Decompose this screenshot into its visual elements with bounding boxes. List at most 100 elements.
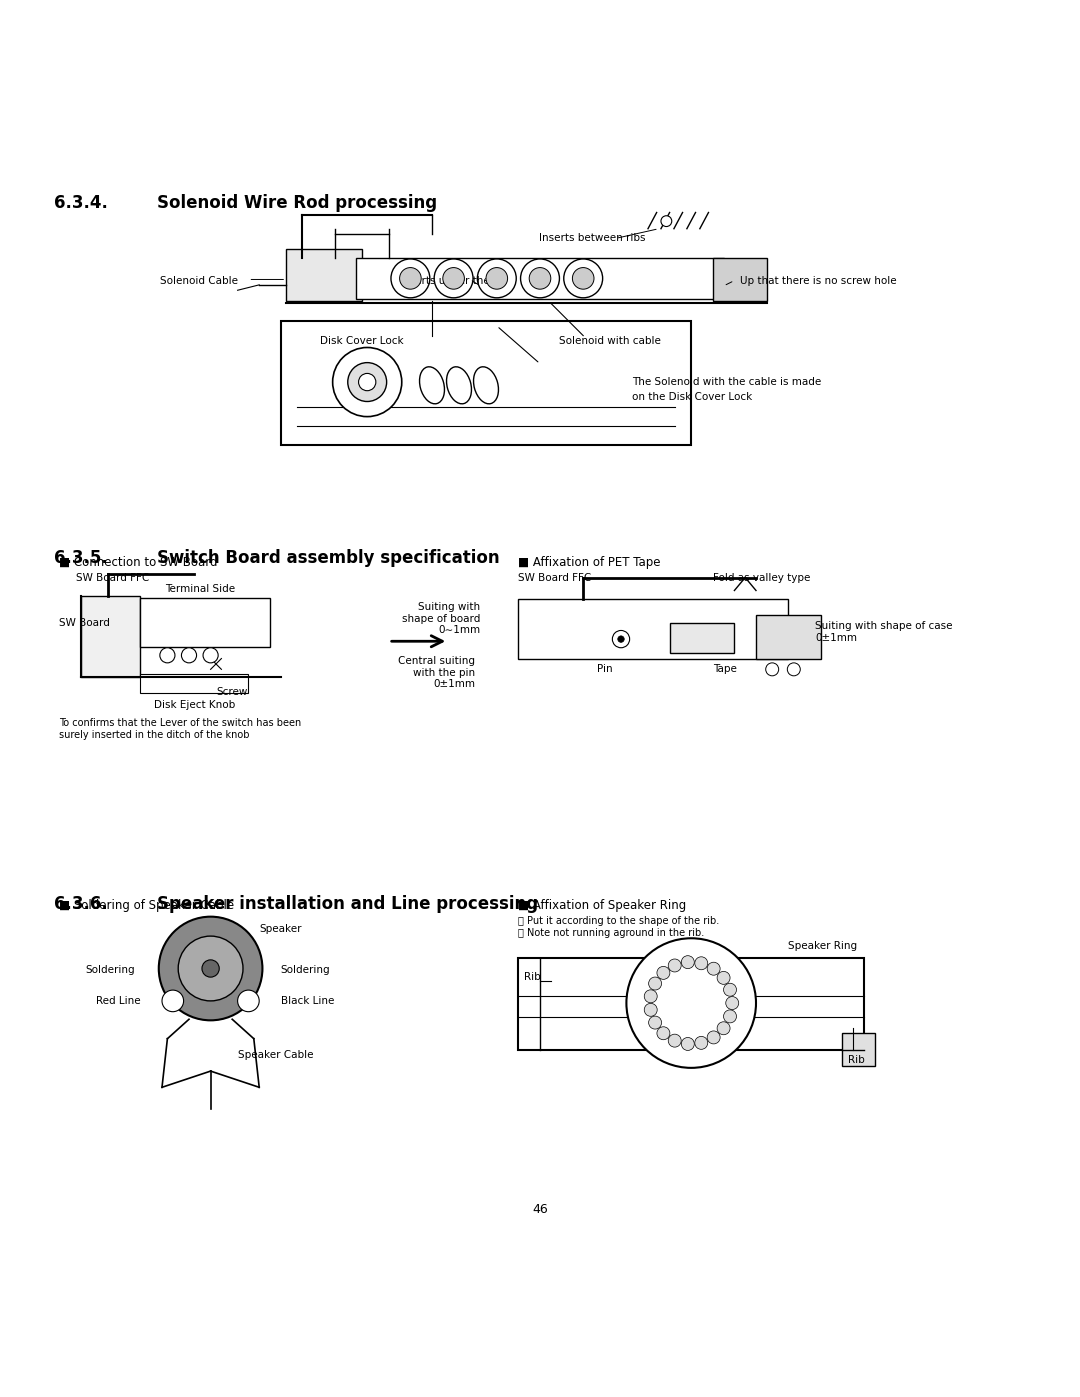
Text: Pin: Pin xyxy=(597,665,612,675)
Text: Central suiting: Central suiting xyxy=(399,655,475,666)
Circle shape xyxy=(202,960,219,977)
Text: surely inserted in the ditch of the knob: surely inserted in the ditch of the knob xyxy=(59,731,249,740)
Circle shape xyxy=(203,648,218,662)
Text: Speaker: Speaker xyxy=(259,923,301,933)
Circle shape xyxy=(717,971,730,985)
Text: 46: 46 xyxy=(532,1203,548,1215)
Text: ■ Affixation of Speaker Ring: ■ Affixation of Speaker Ring xyxy=(518,900,687,912)
Text: Screw: Screw xyxy=(216,687,248,697)
Circle shape xyxy=(434,258,473,298)
Text: Fold as valley type: Fold as valley type xyxy=(713,573,810,583)
Text: 6.3.5.: 6.3.5. xyxy=(54,549,108,567)
Text: SW Board FFC: SW Board FFC xyxy=(518,573,592,583)
Text: Speaker Cable: Speaker Cable xyxy=(238,1051,313,1060)
Ellipse shape xyxy=(446,367,472,404)
Circle shape xyxy=(564,258,603,298)
Circle shape xyxy=(649,1016,662,1030)
Circle shape xyxy=(159,916,262,1020)
Text: Inserts between ribs: Inserts between ribs xyxy=(539,233,645,243)
Text: Switch Board assembly specification: Switch Board assembly specification xyxy=(157,549,499,567)
Text: Soldering: Soldering xyxy=(281,964,330,975)
Text: on the Disk Cover Lock: on the Disk Cover Lock xyxy=(632,393,752,402)
Text: Red Line: Red Line xyxy=(96,996,140,1006)
Text: Suiting with shape of case: Suiting with shape of case xyxy=(815,622,953,631)
Text: Speaker installation and Line processing: Speaker installation and Line processing xyxy=(157,895,538,914)
Text: Inserts under the rib: Inserts under the rib xyxy=(400,275,508,285)
FancyBboxPatch shape xyxy=(670,623,734,654)
Text: with the pin: with the pin xyxy=(413,668,475,678)
FancyBboxPatch shape xyxy=(140,598,270,647)
Circle shape xyxy=(572,268,594,289)
FancyBboxPatch shape xyxy=(842,1034,875,1066)
Text: To confirms that the Lever of the switch has been: To confirms that the Lever of the switch… xyxy=(59,718,301,728)
Circle shape xyxy=(612,630,630,648)
Text: 0∼1mm: 0∼1mm xyxy=(438,626,481,636)
Text: ■ Soldering of Speaker Cable: ■ Soldering of Speaker Cable xyxy=(59,900,234,912)
FancyBboxPatch shape xyxy=(518,599,788,658)
Circle shape xyxy=(707,963,720,975)
Circle shape xyxy=(359,373,376,391)
Text: Soldering: Soldering xyxy=(85,964,135,975)
FancyBboxPatch shape xyxy=(756,615,821,658)
Circle shape xyxy=(726,996,739,1010)
Circle shape xyxy=(694,957,707,970)
Circle shape xyxy=(529,268,551,289)
Circle shape xyxy=(400,268,421,289)
Text: Suiting with: Suiting with xyxy=(418,602,481,612)
Text: 6.3.6.: 6.3.6. xyxy=(54,895,108,914)
Circle shape xyxy=(178,936,243,1000)
Text: 0±1mm: 0±1mm xyxy=(815,633,858,643)
Circle shape xyxy=(238,990,259,1011)
FancyBboxPatch shape xyxy=(713,258,767,302)
Text: Up that there is no screw hole: Up that there is no screw hole xyxy=(740,275,896,285)
Text: The Solenoid with the cable is made: The Solenoid with the cable is made xyxy=(632,377,821,387)
Circle shape xyxy=(657,1027,670,1039)
Text: Solenoid with cable: Solenoid with cable xyxy=(559,335,661,345)
Text: 0±1mm: 0±1mm xyxy=(433,679,475,690)
Text: ■ Affixation of PET Tape: ■ Affixation of PET Tape xyxy=(518,556,661,569)
Circle shape xyxy=(391,258,430,298)
Circle shape xyxy=(618,636,624,643)
Circle shape xyxy=(443,268,464,289)
Circle shape xyxy=(477,258,516,298)
Text: Tape: Tape xyxy=(713,665,737,675)
Text: Rib: Rib xyxy=(848,1055,865,1066)
Circle shape xyxy=(661,215,672,226)
Text: Disk Eject Knob: Disk Eject Knob xyxy=(153,700,235,710)
Circle shape xyxy=(766,662,779,676)
Circle shape xyxy=(787,662,800,676)
FancyBboxPatch shape xyxy=(356,258,724,299)
FancyBboxPatch shape xyxy=(81,597,140,678)
Text: ・ Note not running aground in the rib.: ・ Note not running aground in the rib. xyxy=(518,928,704,937)
Text: Black Line: Black Line xyxy=(281,996,334,1006)
Circle shape xyxy=(717,1021,730,1035)
Text: ・ Put it according to the shape of the rib.: ・ Put it according to the shape of the r… xyxy=(518,916,719,926)
Circle shape xyxy=(724,983,737,996)
Circle shape xyxy=(486,268,508,289)
Text: Solenoid Wire Rod processing: Solenoid Wire Rod processing xyxy=(157,194,436,212)
Text: SW Board: SW Board xyxy=(59,617,110,627)
Circle shape xyxy=(649,977,662,990)
Circle shape xyxy=(162,990,184,1011)
Circle shape xyxy=(694,1037,707,1049)
Text: Disk Cover Lock: Disk Cover Lock xyxy=(320,335,404,345)
Circle shape xyxy=(724,1010,737,1023)
Text: ■ Connection to SW Board: ■ Connection to SW Board xyxy=(59,556,218,569)
Circle shape xyxy=(333,348,402,416)
Text: SW Board FFC: SW Board FFC xyxy=(76,573,149,583)
Circle shape xyxy=(645,1003,658,1016)
Ellipse shape xyxy=(473,367,499,404)
FancyBboxPatch shape xyxy=(140,673,248,693)
FancyBboxPatch shape xyxy=(518,958,864,1049)
Text: Rib: Rib xyxy=(524,972,541,982)
Circle shape xyxy=(348,363,387,401)
Circle shape xyxy=(681,956,694,968)
Circle shape xyxy=(707,1031,720,1044)
Circle shape xyxy=(626,939,756,1067)
FancyBboxPatch shape xyxy=(286,249,362,302)
Text: Terminal Side: Terminal Side xyxy=(165,584,234,594)
Circle shape xyxy=(160,648,175,662)
Ellipse shape xyxy=(419,367,445,404)
Circle shape xyxy=(669,958,681,972)
Text: 6.3.4.: 6.3.4. xyxy=(54,194,108,212)
